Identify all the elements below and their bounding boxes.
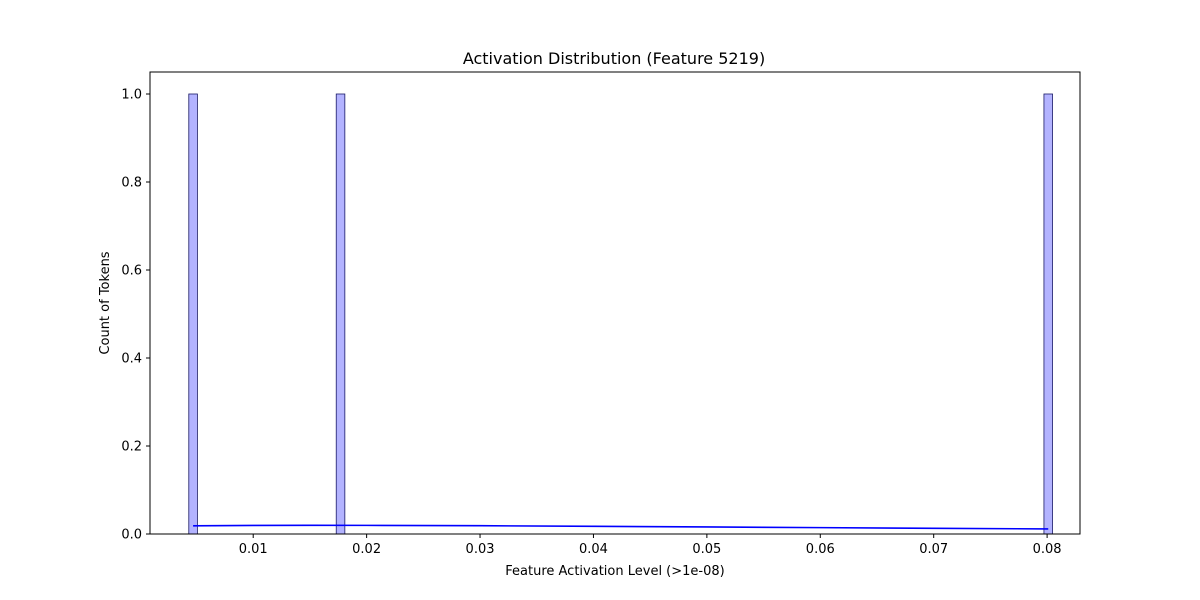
x-tick-label: 0.08 bbox=[1033, 542, 1062, 557]
y-tick-label: 1.0 bbox=[121, 88, 142, 103]
x-tick-label: 0.04 bbox=[579, 542, 608, 557]
y-axis-label: Count of Tokens bbox=[98, 251, 113, 354]
histogram-bar-2 bbox=[1043, 93, 1053, 535]
y-axis: 0.0 0.2 0.4 0.6 0.8 1.0 bbox=[121, 88, 150, 543]
histogram-bar-1 bbox=[335, 93, 346, 535]
x-tick-label: 0.06 bbox=[806, 542, 835, 557]
x-tick-label: 0.03 bbox=[466, 542, 495, 557]
x-tick-label: 0.05 bbox=[692, 542, 721, 557]
x-tick-label: 0.01 bbox=[239, 542, 268, 557]
y-tick-label: 0.4 bbox=[121, 352, 142, 367]
y-tick-label: 0.0 bbox=[121, 528, 142, 543]
histogram-bar-0 bbox=[188, 93, 198, 535]
y-tick-label: 0.2 bbox=[121, 440, 142, 455]
x-tick-label: 0.07 bbox=[919, 542, 948, 557]
y-tick-label: 0.6 bbox=[121, 264, 142, 279]
x-axis-label: Feature Activation Level (>1e-08) bbox=[505, 564, 724, 579]
chart-title: Activation Distribution (Feature 5219) bbox=[463, 49, 765, 68]
plot-frame bbox=[149, 71, 1081, 535]
x-axis: 0.01 0.02 0.03 0.04 0.05 0.06 0.07 0.08 bbox=[239, 534, 1062, 557]
plot-area bbox=[188, 93, 1053, 535]
y-tick-label: 0.8 bbox=[121, 176, 142, 191]
kde-line bbox=[193, 524, 1049, 530]
x-tick-label: 0.02 bbox=[352, 542, 381, 557]
